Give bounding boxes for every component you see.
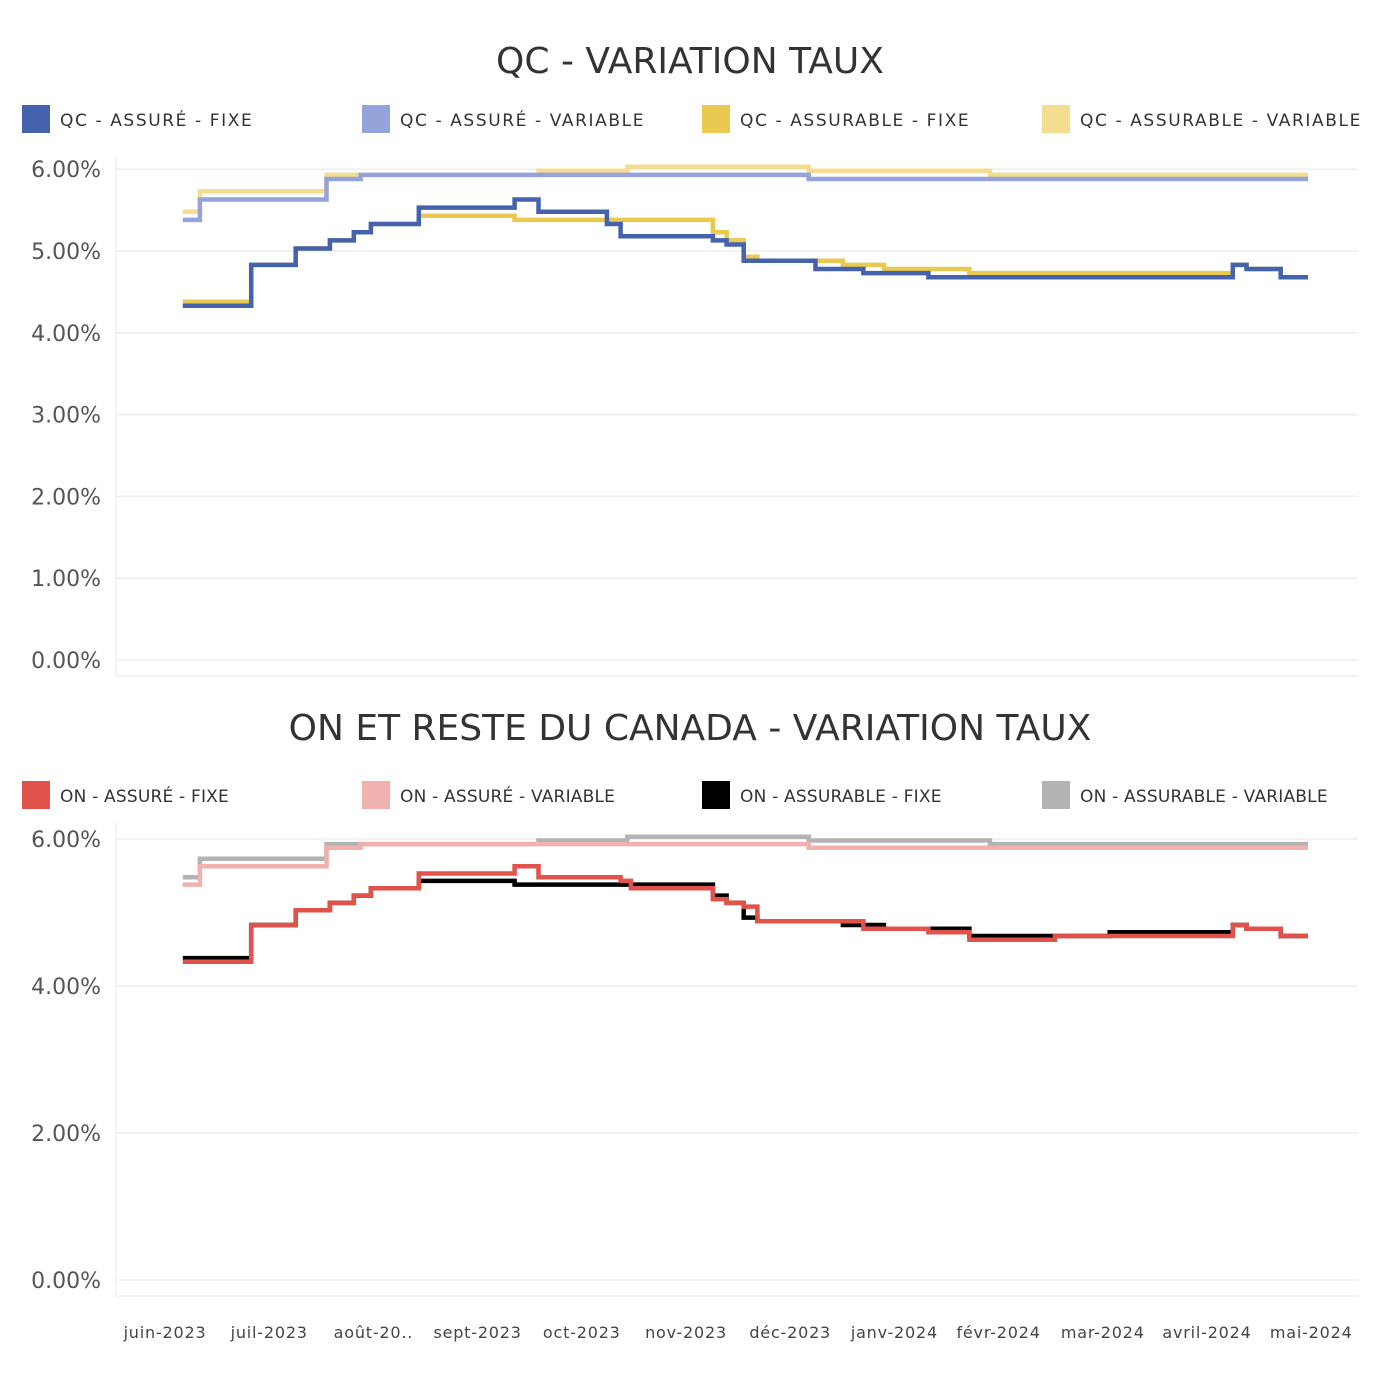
legend-item: QC - ASSURABLE - VARIABLE bbox=[1042, 105, 1362, 133]
legend-swatch bbox=[22, 781, 50, 809]
legend-swatch bbox=[362, 781, 390, 809]
y-tick-label: 4.00% bbox=[31, 322, 101, 347]
legend-label: QC - ASSURABLE - FIXE bbox=[740, 111, 970, 131]
x-tick-label: mai-2024 bbox=[1270, 1323, 1353, 1342]
series-line bbox=[182, 197, 1308, 309]
y-tick-label: 4.00% bbox=[31, 975, 101, 1000]
x-tick-label: mar-2024 bbox=[1061, 1323, 1145, 1342]
legend-item: QC - ASSURÉ - VARIABLE bbox=[362, 105, 645, 133]
x-tick-label: nov-2023 bbox=[645, 1323, 727, 1342]
legend-swatch bbox=[702, 781, 730, 809]
legend-swatch bbox=[702, 105, 730, 133]
x-tick-label: févr-2024 bbox=[956, 1323, 1040, 1342]
series-line bbox=[182, 878, 1308, 961]
x-tick-label: déc-2023 bbox=[749, 1323, 831, 1342]
legend-label: QC - ASSURABLE - VARIABLE bbox=[1080, 111, 1362, 131]
y-tick-label: 0.00% bbox=[31, 1269, 101, 1294]
series-line bbox=[182, 172, 1308, 223]
legend-item: QC - ASSURABLE - FIXE bbox=[702, 105, 970, 133]
chart-title: QC - VARIATION TAUX bbox=[496, 41, 884, 82]
y-tick-label: 1.00% bbox=[31, 567, 101, 592]
chart-panel-2: ON ET RESTE DU CANADA - VARIATION TAUX ON… bbox=[22, 708, 1358, 1342]
legend-label: QC - ASSURÉ - VARIABLE bbox=[400, 109, 645, 131]
legend-swatch bbox=[1042, 105, 1070, 133]
legend-item: QC - ASSURÉ - FIXE bbox=[22, 105, 253, 133]
x-tick-label: juil-2023 bbox=[230, 1323, 308, 1342]
legend-label: ON - ASSURÉ - FIXE bbox=[60, 785, 229, 807]
series-line bbox=[182, 834, 1308, 880]
series-line bbox=[182, 164, 1308, 214]
chart-panel-1: QC - VARIATION TAUX QC - ASSURÉ - FIXE QC … bbox=[22, 41, 1362, 677]
y-tick-label: 2.00% bbox=[31, 1122, 101, 1147]
legend-swatch bbox=[362, 105, 390, 133]
y-tick-label: 0.00% bbox=[31, 649, 101, 674]
x-tick-label: août-20.. bbox=[334, 1323, 414, 1342]
legend-swatch bbox=[22, 105, 50, 133]
legend-label: ON - ASSURABLE - FIXE bbox=[740, 787, 942, 807]
y-tick-label: 6.00% bbox=[31, 828, 101, 853]
legend-item: ON - ASSURABLE - VARIABLE bbox=[1042, 781, 1328, 809]
y-tick-label: 2.00% bbox=[31, 485, 101, 510]
x-tick-label: juin-2023 bbox=[123, 1323, 207, 1342]
y-tick-label: 3.00% bbox=[31, 404, 101, 429]
legend-item: ON - ASSURABLE - FIXE bbox=[702, 781, 942, 809]
legend-swatch bbox=[1042, 781, 1070, 809]
x-tick-label: janv-2024 bbox=[850, 1323, 938, 1342]
y-tick-label: 5.00% bbox=[31, 240, 101, 265]
chart-title: ON ET RESTE DU CANADA - VARIATION TAUX bbox=[289, 708, 1092, 749]
series-line bbox=[182, 863, 1308, 964]
legend-label: ON - ASSURABLE - VARIABLE bbox=[1080, 787, 1328, 807]
legend-label: ON - ASSURÉ - VARIABLE bbox=[400, 785, 615, 807]
legend-label: QC - ASSURÉ - FIXE bbox=[60, 109, 253, 131]
y-tick-label: 6.00% bbox=[31, 158, 101, 183]
x-tick-label: sept-2023 bbox=[433, 1323, 521, 1342]
x-tick-label: oct-2023 bbox=[543, 1323, 621, 1342]
legend-item: ON - ASSURÉ - VARIABLE bbox=[362, 781, 615, 809]
x-tick-label: avril-2024 bbox=[1162, 1323, 1251, 1342]
legend-item: ON - ASSURÉ - FIXE bbox=[22, 781, 229, 809]
series-line bbox=[182, 841, 1308, 887]
